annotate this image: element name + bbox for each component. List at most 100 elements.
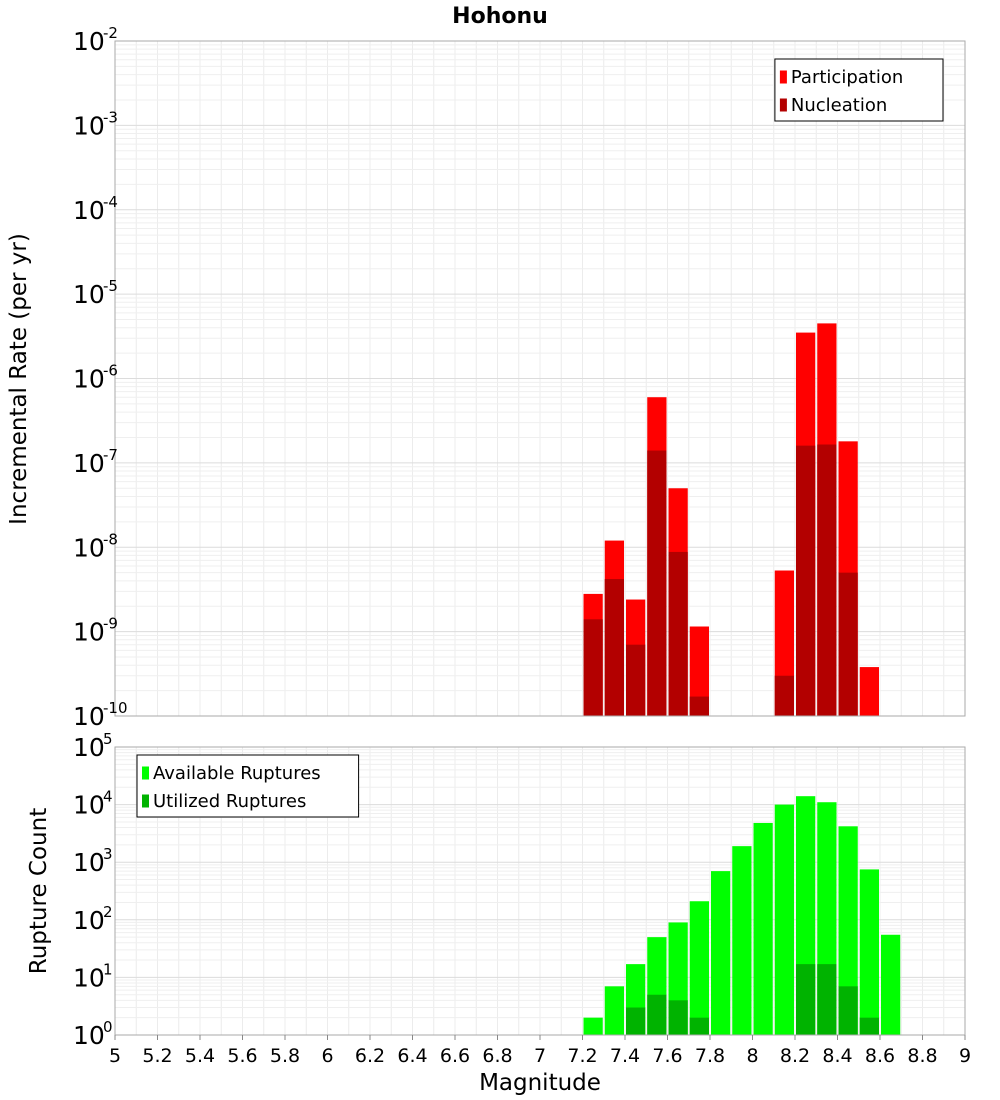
count-y-tick-exponent: 0 [103, 1018, 113, 1036]
count-bars [583, 796, 901, 1035]
count-y-tick-exponent: 2 [103, 903, 113, 921]
rate-y-tick-base: 10 [73, 111, 105, 140]
rate-y-tick-exponent: -5 [103, 277, 118, 295]
rate-bar-series-1 [796, 445, 816, 716]
rate-bar-series-1 [647, 450, 667, 716]
count-bar-series-0 [583, 1017, 603, 1035]
rate-y-tick-exponent: -10 [103, 699, 128, 717]
rate-bar-series-1 [774, 675, 794, 716]
x-tick-label: 5.4 [185, 1045, 215, 1067]
count-bar-series-1 [647, 994, 667, 1035]
rate-bar-series-1 [604, 579, 624, 716]
x-tick-label: 8.6 [865, 1045, 895, 1067]
count-bar-series-1 [689, 1017, 709, 1035]
rate-y-tick-exponent: -4 [103, 193, 118, 211]
count-y-tick-base: 10 [73, 848, 105, 877]
count-bar-series-0 [711, 871, 731, 1035]
rate-y-tick-base: 10 [73, 533, 105, 562]
x-tick-label: 6.2 [355, 1045, 385, 1067]
x-tick-label: 7.4 [610, 1045, 640, 1067]
x-tick-label: 5.2 [142, 1045, 172, 1067]
x-axis-label: Magnitude [479, 1070, 601, 1096]
rate-y-tick-exponent: -6 [103, 362, 118, 380]
x-ticks: 5 5.2 5.4 5.6 5.8 6 6.2 6.4 6.6 6.8 7 7.2 7.4 7.6 7.8 8… [109, 1035, 971, 1067]
rate-legend-label: Participation [791, 67, 903, 88]
count-legend: Available Ruptures Utilized Ruptures [136, 754, 360, 818]
rate-bar-series-1 [689, 696, 709, 716]
count-bar-series-0 [881, 934, 901, 1035]
x-tick-label: 8 [746, 1045, 758, 1067]
rate-y-tick-base: 10 [73, 280, 105, 309]
rate-y-tick-base: 10 [73, 365, 105, 394]
rate-legend-label: Nucleation [791, 95, 887, 116]
count-y-tick-base: 10 [73, 906, 105, 935]
count-legend-box [136, 754, 360, 818]
count-y-axis-label: Rupture Count [26, 808, 52, 974]
rate-y-tick-exponent: -3 [103, 108, 118, 126]
rate-y-tick-base: 10 [73, 449, 105, 478]
rate-bar-series-1 [626, 644, 646, 716]
count-bar-series-1 [668, 1000, 688, 1035]
rate-y-tick-base: 10 [73, 196, 105, 225]
x-tick-label: 9 [959, 1045, 971, 1067]
count-y-tick-exponent: 1 [103, 960, 113, 978]
count-y-tick-base: 10 [73, 733, 105, 762]
count-bar-series-0 [689, 901, 709, 1035]
rate-y-tick-exponent: -2 [103, 24, 118, 42]
count-bar-series-1 [796, 964, 816, 1035]
rate-y-tick-base: 10 [73, 702, 105, 731]
count-y-tick-exponent: 4 [103, 788, 113, 806]
count-legend-label: Utilized Ruptures [153, 791, 306, 812]
x-tick-label: 6.6 [440, 1045, 470, 1067]
rate-bar-series-0 [689, 626, 709, 716]
count-bar-series-1 [817, 964, 837, 1035]
rate-y-axis-label: Incremental Rate (per yr) [6, 233, 32, 525]
count-bar-series-0 [859, 869, 879, 1035]
rate-bar-series-1 [583, 619, 603, 716]
count-y-tick-base: 10 [73, 1021, 105, 1050]
x-tick-label: 7 [534, 1045, 546, 1067]
x-tick-label: 5 [109, 1045, 121, 1067]
rate-y-tick-exponent: -7 [103, 446, 118, 464]
rate-y-tick-exponent: -9 [103, 615, 118, 633]
x-tick-label: 5.6 [227, 1045, 257, 1067]
count-y-tick-base: 10 [73, 963, 105, 992]
rate-y-tick-base: 10 [73, 27, 105, 56]
count-legend-swatch [142, 766, 149, 780]
count-y-tick-base: 10 [73, 791, 105, 820]
chart-title: Hohonu [452, 4, 548, 29]
count-y-tick-exponent: 5 [103, 730, 113, 748]
rate-plot-frame [114, 40, 966, 717]
rate-gridlines [114, 41, 966, 717]
x-tick-label: 8.8 [907, 1045, 937, 1067]
rate-legend-swatch [779, 70, 787, 84]
x-tick-label: 6.4 [397, 1045, 427, 1067]
x-tick-label: 7.6 [652, 1045, 682, 1067]
count-legend-label: Available Ruptures [153, 763, 321, 784]
rate-legend-box [774, 58, 944, 122]
rate-bar-series-1 [668, 551, 688, 716]
count-bar-series-0 [838, 826, 858, 1035]
rate-legend: Participation Nucleation [774, 58, 944, 122]
count-bar-series-1 [838, 986, 858, 1035]
rate-y-tick-base: 10 [73, 618, 105, 647]
x-tick-label: 8.4 [822, 1045, 852, 1067]
x-tick-label: 5.8 [270, 1045, 300, 1067]
count-bar-series-0 [753, 822, 773, 1035]
x-tick-label: 6 [321, 1045, 333, 1067]
count-bar-series-1 [626, 1007, 646, 1035]
rate-legend-swatch [779, 98, 787, 112]
rate-y-tick-exponent: -8 [103, 530, 118, 548]
x-tick-label: 8.2 [780, 1045, 810, 1067]
rate-bar-series-1 [838, 572, 858, 716]
x-tick-label: 7.8 [695, 1045, 725, 1067]
count-bar-series-1 [859, 1017, 879, 1035]
x-tick-label: 7.2 [567, 1045, 597, 1067]
count-y-tick-exponent: 3 [103, 845, 113, 863]
rate-bars [583, 323, 879, 716]
